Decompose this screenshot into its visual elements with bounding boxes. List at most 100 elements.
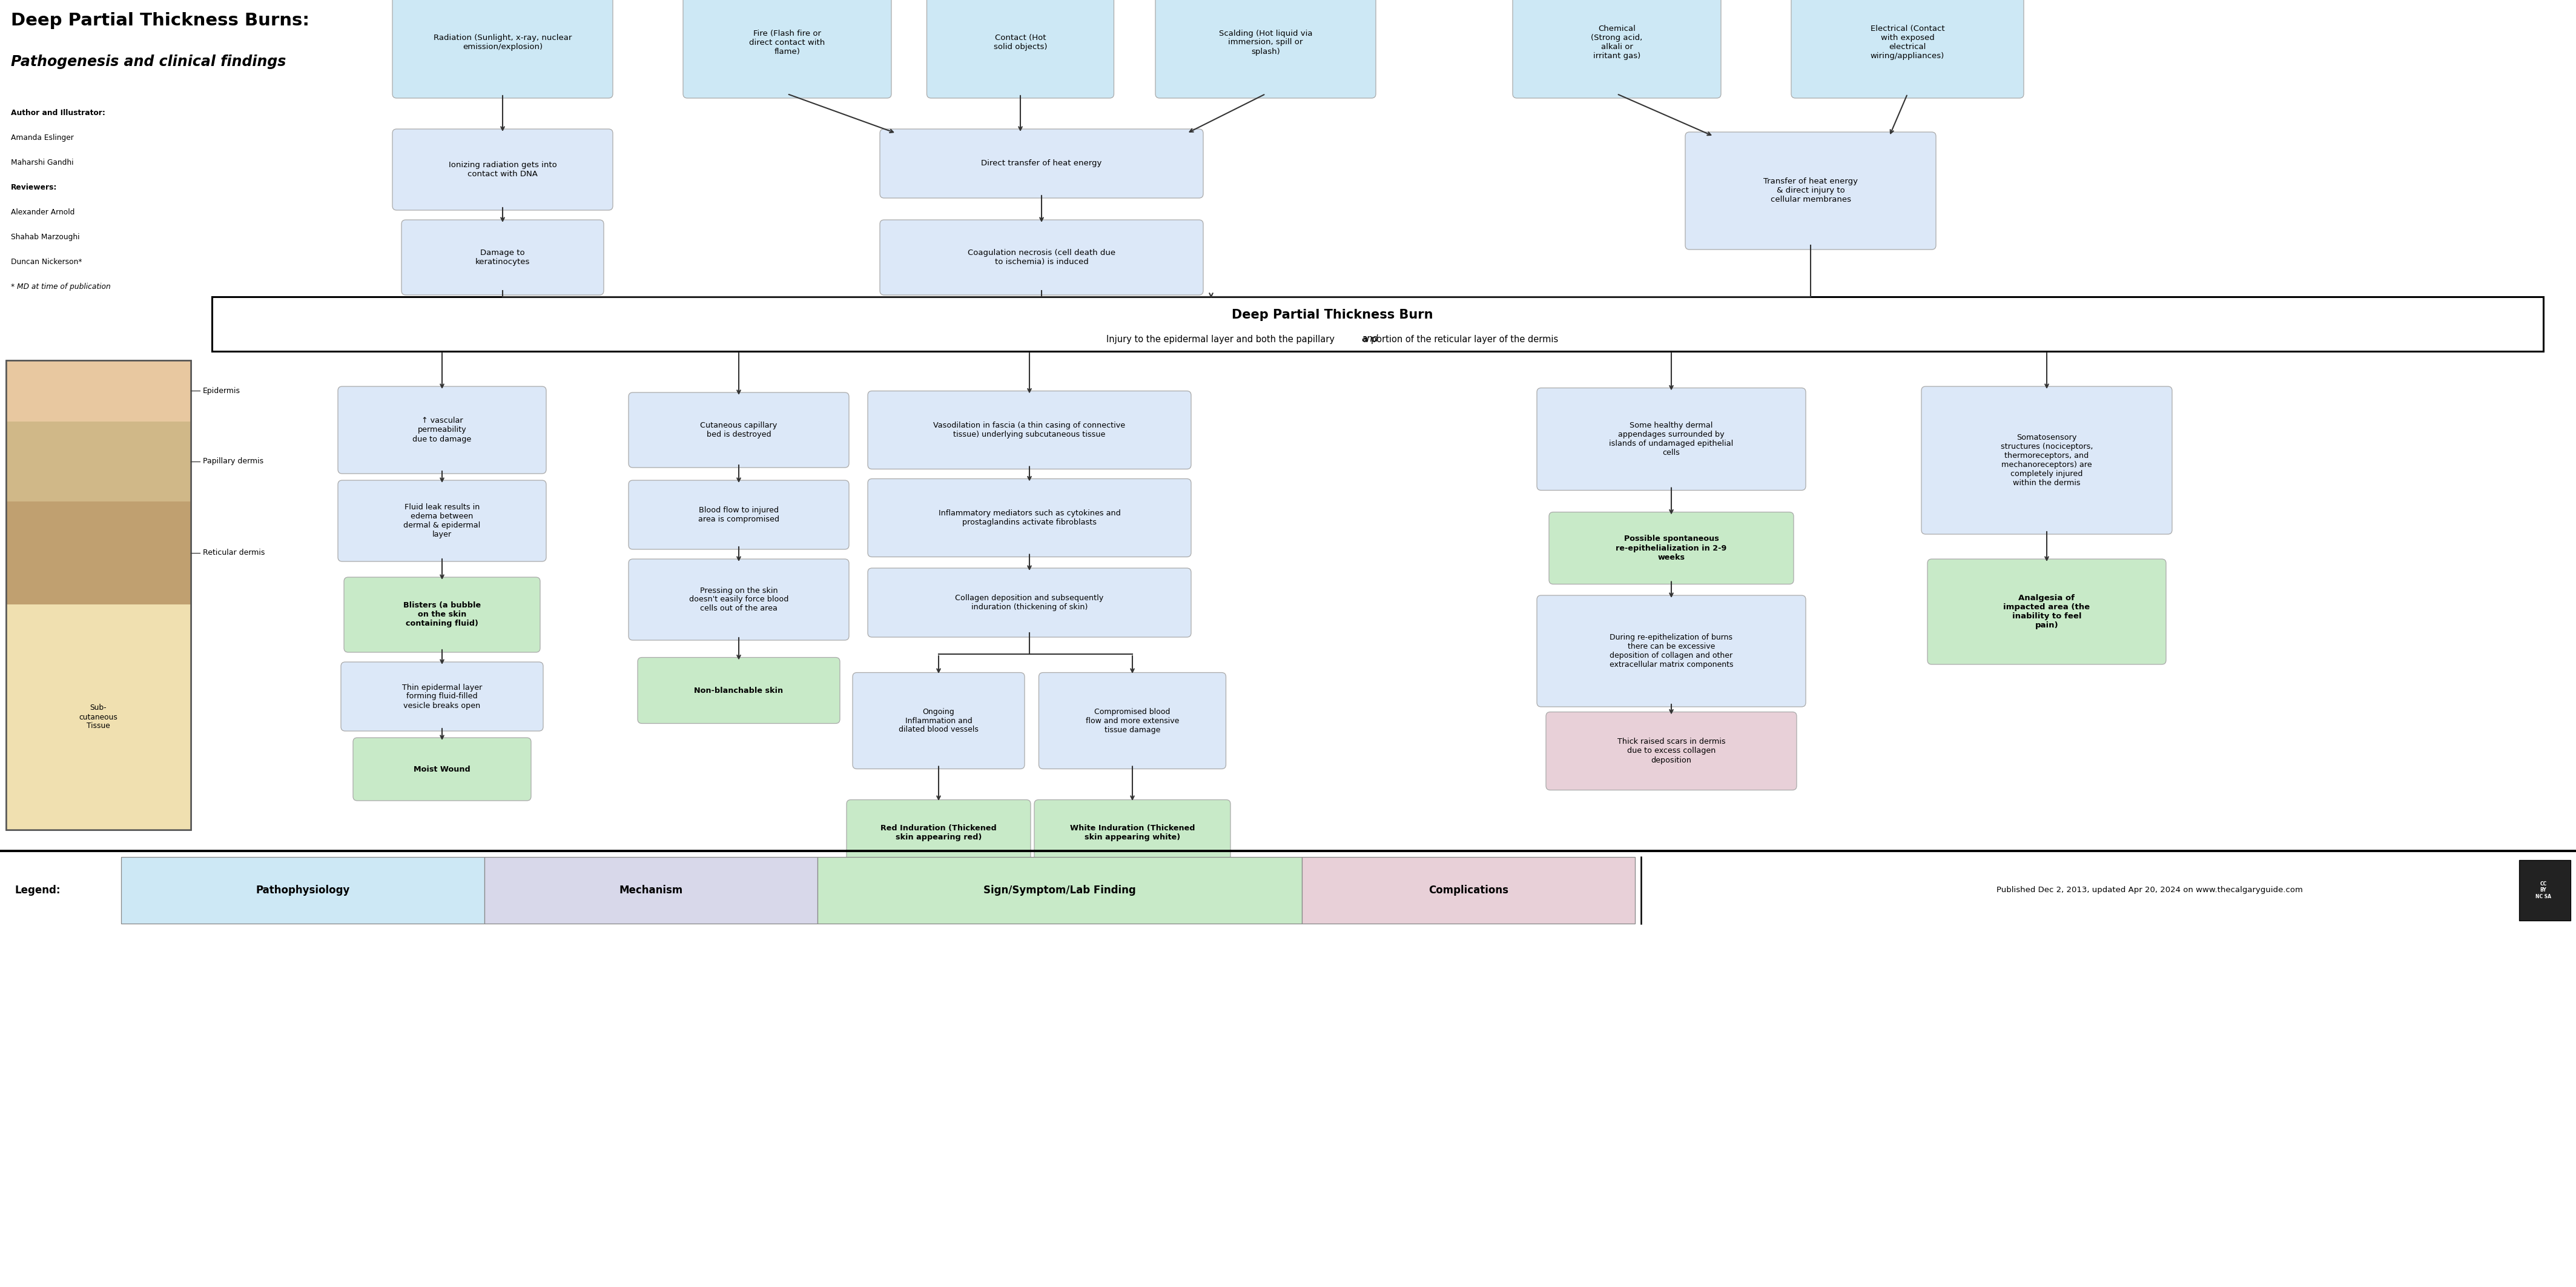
FancyBboxPatch shape (337, 386, 546, 474)
FancyBboxPatch shape (5, 605, 191, 830)
Text: Compromised blood
flow and more extensive
tissue damage: Compromised blood flow and more extensiv… (1084, 708, 1180, 734)
FancyBboxPatch shape (868, 391, 1190, 468)
Text: Pathophysiology: Pathophysiology (255, 885, 350, 896)
Text: Papillary dermis: Papillary dermis (204, 457, 263, 465)
FancyBboxPatch shape (340, 662, 544, 731)
Text: Possible spontaneous
re-epithelialization in 2-9
weeks: Possible spontaneous re-epithelializatio… (1615, 535, 1726, 561)
Text: Amanda Eslinger: Amanda Eslinger (10, 134, 75, 142)
Text: Collagen deposition and subsequently
induration (thickening of skin): Collagen deposition and subsequently ind… (956, 595, 1103, 611)
FancyBboxPatch shape (1038, 673, 1226, 768)
Text: Reviewers:: Reviewers: (10, 184, 57, 192)
FancyBboxPatch shape (848, 799, 1030, 866)
Text: Sub-
cutaneous
Tissue: Sub- cutaneous Tissue (80, 704, 118, 730)
Text: During re-epithelization of burns
there can be excessive
deposition of collagen : During re-epithelization of burns there … (1610, 633, 1734, 669)
Text: Injury to the epidermal layer and both the papillary          a portion of the r: Injury to the epidermal layer and both t… (1105, 335, 1558, 344)
Text: Deep Partial Thickness Burn: Deep Partial Thickness Burn (1231, 309, 1432, 320)
FancyBboxPatch shape (392, 129, 613, 210)
Text: Complications: Complications (1430, 885, 1510, 896)
Text: Coagulation necrosis (cell death due
to ischemia) is induced: Coagulation necrosis (cell death due to … (969, 248, 1115, 266)
Text: Transfer of heat energy
& direct injury to
cellular membranes: Transfer of heat energy & direct injury … (1765, 178, 1857, 203)
FancyBboxPatch shape (2519, 860, 2571, 920)
Text: Fire (Flash fire or
direct contact with
flame): Fire (Flash fire or direct contact with … (750, 30, 824, 55)
FancyBboxPatch shape (353, 737, 531, 801)
FancyBboxPatch shape (1790, 0, 2025, 98)
FancyBboxPatch shape (1546, 712, 1795, 790)
FancyBboxPatch shape (337, 480, 546, 561)
Text: Ongoing
Inflammation and
dilated blood vessels: Ongoing Inflammation and dilated blood v… (899, 708, 979, 734)
FancyBboxPatch shape (5, 501, 191, 605)
Text: Pressing on the skin
doesn't easily force blood
cells out of the area: Pressing on the skin doesn't easily forc… (688, 587, 788, 613)
Text: * MD at time of publication: * MD at time of publication (10, 283, 111, 291)
Text: Legend:: Legend: (15, 885, 62, 896)
Text: Cutaneous capillary
bed is destroyed: Cutaneous capillary bed is destroyed (701, 422, 778, 439)
FancyBboxPatch shape (121, 857, 484, 924)
Text: Analgesia of
impacted area (the
inability to feel
pain): Analgesia of impacted area (the inabilit… (2004, 595, 2089, 629)
Text: Damage to
keratinocytes: Damage to keratinocytes (474, 248, 531, 266)
FancyBboxPatch shape (5, 360, 191, 421)
FancyBboxPatch shape (629, 559, 850, 640)
Text: Pathogenesis and clinical findings: Pathogenesis and clinical findings (10, 54, 286, 69)
Text: Sign/Symptom/Lab Finding: Sign/Symptom/Lab Finding (984, 885, 1136, 896)
FancyBboxPatch shape (683, 0, 891, 98)
FancyBboxPatch shape (1538, 387, 1806, 490)
Text: CC
BY
NC SA: CC BY NC SA (2535, 882, 2550, 900)
Text: Ionizing radiation gets into
contact with DNA: Ionizing radiation gets into contact wit… (448, 161, 556, 178)
FancyBboxPatch shape (1157, 0, 1376, 98)
FancyBboxPatch shape (484, 857, 817, 924)
FancyBboxPatch shape (629, 393, 850, 467)
Text: Duncan Nickerson*: Duncan Nickerson* (10, 257, 82, 266)
FancyBboxPatch shape (881, 129, 1203, 198)
Text: Author and Illustrator:: Author and Illustrator: (10, 109, 106, 117)
FancyBboxPatch shape (868, 568, 1190, 637)
Text: Blood flow to injured
area is compromised: Blood flow to injured area is compromise… (698, 506, 781, 524)
Text: White Induration (Thickened
skin appearing white): White Induration (Thickened skin appeari… (1069, 824, 1195, 842)
Text: Published Dec 2, 2013, updated Apr 20, 2024 on www.thecalgaryguide.com: Published Dec 2, 2013, updated Apr 20, 2… (1996, 887, 2303, 894)
Text: Inflammatory mediators such as cytokines and
prostaglandins activate fibroblasts: Inflammatory mediators such as cytokines… (938, 510, 1121, 526)
FancyBboxPatch shape (1538, 596, 1806, 707)
Text: Somatosensory
structures (nociceptors,
thermoreceptors, and
mechanoreceptors) ar: Somatosensory structures (nociceptors, t… (2002, 434, 2092, 486)
Text: Blisters (a bubble
on the skin
containing fluid): Blisters (a bubble on the skin containin… (404, 602, 482, 628)
Text: Contact (Hot
solid objects): Contact (Hot solid objects) (994, 33, 1046, 51)
FancyBboxPatch shape (868, 479, 1190, 557)
Text: Fluid leak results in
edema between
dermal & epidermal
layer: Fluid leak results in edema between derm… (404, 503, 482, 538)
FancyBboxPatch shape (1685, 133, 1937, 250)
FancyBboxPatch shape (629, 480, 850, 550)
Text: Thin epidermal layer
forming fluid-filled
vesicle breaks open: Thin epidermal layer forming fluid-fille… (402, 683, 482, 709)
Text: Radiation (Sunlight, x-ray, nuclear
emission/explosion): Radiation (Sunlight, x-ray, nuclear emis… (433, 33, 572, 51)
FancyBboxPatch shape (1512, 0, 1721, 98)
Text: Electrical (Contact
with exposed
electrical
wiring/appliances): Electrical (Contact with exposed electri… (1870, 24, 1945, 60)
Text: Alexander Arnold: Alexander Arnold (10, 208, 75, 216)
Text: Mechanism: Mechanism (618, 885, 683, 896)
FancyBboxPatch shape (927, 0, 1113, 98)
FancyBboxPatch shape (211, 297, 2543, 351)
Text: Some healthy dermal
appendages surrounded by
islands of undamaged epithelial
cel: Some healthy dermal appendages surrounde… (1610, 422, 1734, 457)
Text: Scalding (Hot liquid via
immersion, spill or
splash): Scalding (Hot liquid via immersion, spil… (1218, 30, 1311, 55)
FancyBboxPatch shape (853, 673, 1025, 768)
Text: Direct transfer of heat energy: Direct transfer of heat energy (981, 160, 1103, 167)
FancyBboxPatch shape (1922, 386, 2172, 534)
Text: Deep Partial Thickness Burns:: Deep Partial Thickness Burns: (10, 12, 309, 30)
FancyBboxPatch shape (817, 857, 1301, 924)
Text: Moist Wound: Moist Wound (415, 766, 471, 773)
Text: Epidermis: Epidermis (204, 387, 240, 395)
FancyBboxPatch shape (1301, 857, 1636, 924)
FancyBboxPatch shape (5, 421, 191, 501)
FancyBboxPatch shape (5, 360, 191, 830)
Text: Chemical
(Strong acid,
alkali or
irritant gas): Chemical (Strong acid, alkali or irritan… (1592, 24, 1643, 60)
Text: Non-blanchable skin: Non-blanchable skin (693, 686, 783, 695)
Text: ↑ vascular
permeability
due to damage: ↑ vascular permeability due to damage (412, 417, 471, 443)
Text: Maharshi Gandhi: Maharshi Gandhi (10, 158, 75, 166)
FancyBboxPatch shape (402, 220, 603, 295)
FancyBboxPatch shape (639, 658, 840, 723)
Text: Red Induration (Thickened
skin appearing red): Red Induration (Thickened skin appearing… (881, 824, 997, 842)
FancyBboxPatch shape (881, 220, 1203, 295)
Text: Vasodilation in fascia (a thin casing of connective
tissue) underlying subcutane: Vasodilation in fascia (a thin casing of… (933, 422, 1126, 439)
Text: and: and (1363, 335, 1378, 344)
FancyBboxPatch shape (392, 0, 613, 98)
FancyBboxPatch shape (1036, 799, 1231, 866)
Text: Thick raised scars in dermis
due to excess collagen
deposition: Thick raised scars in dermis due to exce… (1618, 737, 1726, 764)
Text: Reticular dermis: Reticular dermis (204, 548, 265, 557)
FancyBboxPatch shape (1927, 559, 2166, 664)
Text: Shahab Marzoughi: Shahab Marzoughi (10, 233, 80, 241)
FancyBboxPatch shape (345, 577, 541, 653)
